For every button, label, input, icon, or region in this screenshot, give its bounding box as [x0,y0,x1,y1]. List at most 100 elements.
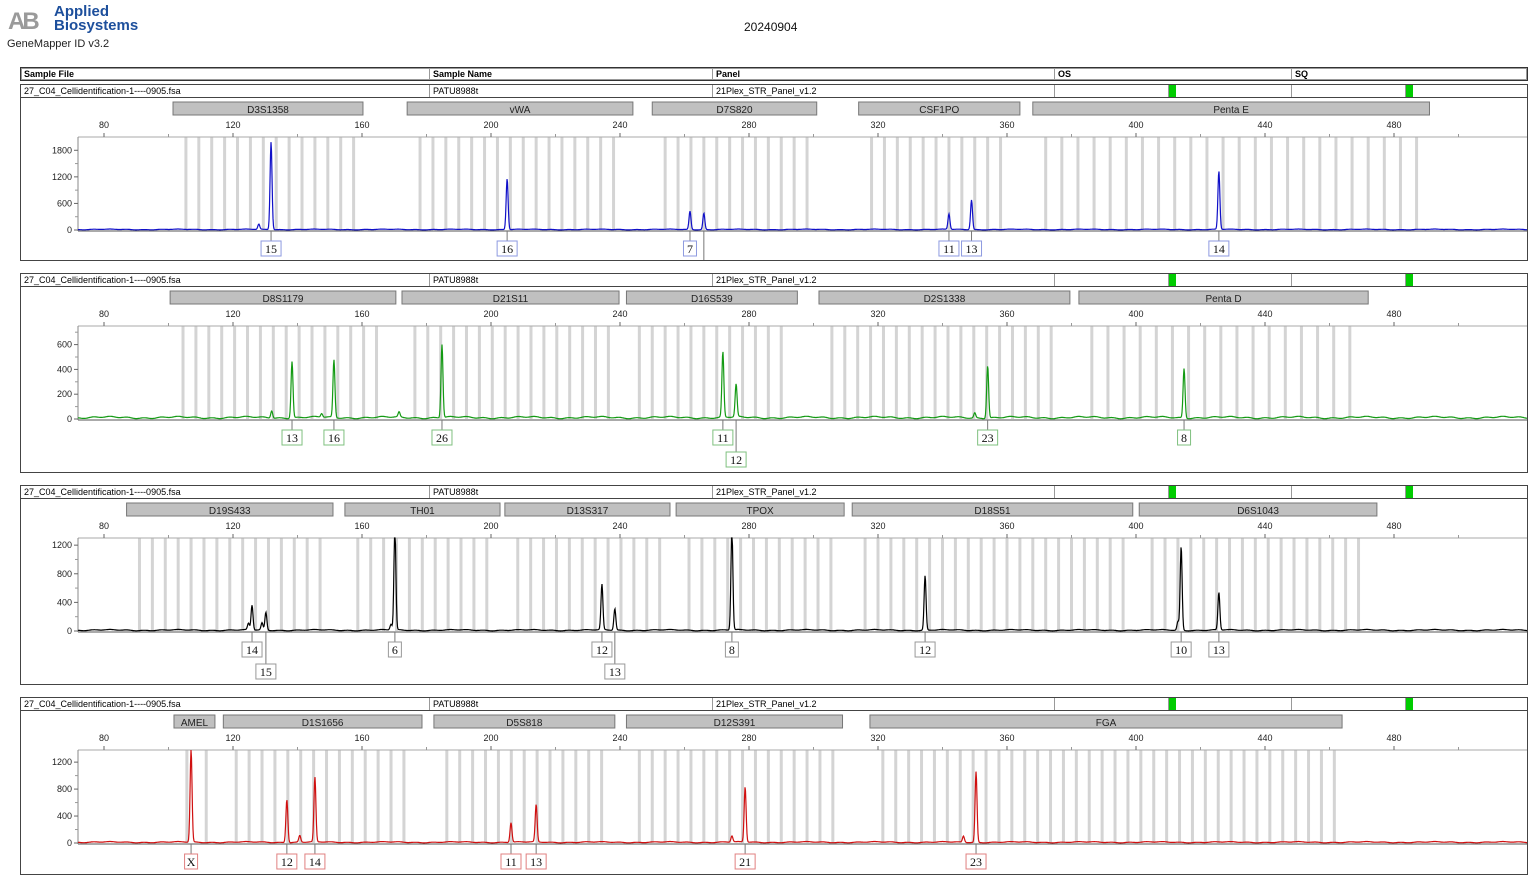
allele-bin [1235,326,1239,419]
allele-bin [1018,538,1022,631]
allele-bin [561,750,565,843]
allele-bin [702,137,706,230]
panel-cell: 21Plex_STR_Panel_v1.2 [712,274,817,286]
locus-label: D1S1656 [302,718,344,729]
allele-bin [318,538,322,631]
allele-bin [1350,137,1354,230]
allele-label: X [187,855,196,869]
locus-bar [1078,290,1369,305]
allele-bin [194,326,198,419]
allele-bin [600,750,604,843]
status-cell [1054,698,1058,710]
allele-bin [1189,137,1193,230]
allele-bin [676,137,680,230]
electropherogram-panel: 27_C04_Cellidentification-1----0905.fsa P… [20,697,1528,875]
x-tick-label: 160 [354,309,369,319]
allele-label-box [496,240,518,257]
allele-bin [689,326,693,419]
allele-bin [1269,137,1273,230]
allele-bin [792,137,796,230]
allele-bin [1049,750,1053,843]
allele-bin [637,750,641,843]
x-tick-label: 160 [354,521,369,531]
allele-bin [1305,538,1309,631]
allele-bin [1087,750,1091,843]
allele-bin [741,137,745,230]
x-tick-label: 400 [1128,733,1143,743]
allele-bin [741,750,745,843]
sample-name-cell: PATU8988t [429,698,478,710]
y-tick-label: 400 [57,364,72,374]
locus-label: D18S51 [974,506,1011,517]
allele-label-box [241,641,263,658]
allele-label-box [281,429,303,446]
allele-label-box [682,240,697,257]
allele-bin [464,326,468,419]
allele-bin [573,137,577,230]
allele-label: 23 [970,855,982,869]
allele-label: 26 [436,431,448,445]
allele-bin [1113,750,1117,843]
allele-bin [889,538,893,631]
allele-bin [766,326,770,419]
allele-bin [547,137,551,230]
allele-label: 13 [966,242,978,256]
status-cell [1291,85,1295,97]
sample-file-cell: 27_C04_Cellidentification-1----0905.fsa [24,487,181,497]
allele-bin [210,137,214,230]
allele-bin [446,538,450,631]
allele-bin [323,326,327,419]
allele-bin [700,538,704,631]
allele-label: 11 [943,242,955,256]
allele-bin [1121,538,1125,631]
allele-bin [829,538,833,631]
locus-label: CSF1PO [919,105,959,116]
allele-bin [220,326,224,419]
col-panel: Panel [712,68,740,80]
allele-bin [1318,137,1322,230]
y-tick-label: 0 [67,414,72,424]
allele-bin [1366,137,1370,230]
allele-bin [337,750,341,843]
locus-label: D21S11 [493,294,529,305]
panel-cell: 21Plex_STR_Panel_v1.2 [712,698,817,710]
allele-label-box [431,429,453,446]
allele-bin [779,750,783,843]
logo-text-1: Applied [54,3,109,20]
allele-bin [902,538,906,631]
status-cell [1054,274,1058,286]
allele-label: 7 [687,242,693,256]
allele-bin [349,326,353,419]
allele-bin [1348,326,1352,419]
allele-bin [1267,326,1271,419]
allele-bin [444,137,448,230]
allele-bin [915,538,919,631]
allele-label: 11 [505,855,517,869]
allele-bin [1176,538,1180,631]
locus-bar [172,101,364,116]
allele-bin [658,538,662,631]
allele-label: 12 [281,855,293,869]
locus-label: D19S433 [209,506,251,517]
allele-bin [779,326,783,419]
allele-bin [1044,538,1048,631]
allele-bin [728,137,732,230]
locus-bar [625,290,798,305]
allele-bin [137,538,141,631]
allele-bin [176,538,180,631]
electropherogram-panel: 27_C04_Cellidentification-1----0905.fsa P… [20,273,1528,473]
allele-bin [407,538,411,631]
allele-bin [202,538,206,631]
allele-bin [375,326,379,419]
allele-bin [645,538,649,631]
x-tick-label: 400 [1128,120,1143,130]
allele-bin [1076,137,1080,230]
locus-label: D13S317 [567,506,609,517]
allele-bin [1095,538,1099,631]
allele-bin [1307,750,1311,843]
col-os: OS [1054,68,1071,80]
allele-bin [1189,538,1193,631]
allele-bin [1031,538,1035,631]
